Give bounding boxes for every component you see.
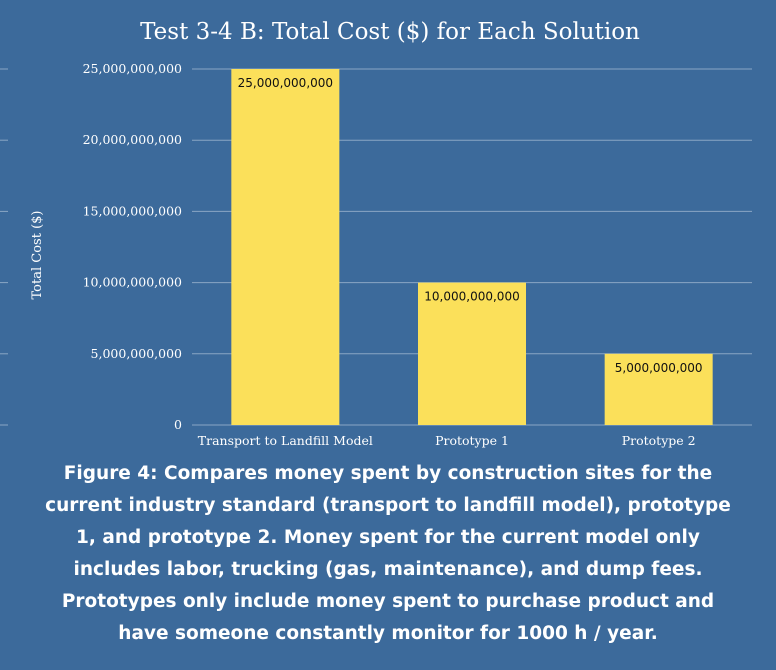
bars bbox=[231, 69, 713, 425]
y-axis-ticks: 0 5,000,000,000 10,000,000,000 15,000,000,0… bbox=[83, 61, 182, 432]
y-axis-label: Total Cost ($) bbox=[30, 211, 45, 300]
data-labels: 25,000,000,000 10,000,000,000 5,000,000,00… bbox=[238, 76, 703, 375]
y-tick-label: 25,000,000,000 bbox=[83, 61, 182, 76]
data-label: 10,000,000,000 bbox=[424, 290, 519, 304]
x-axis-ticks: Transport to Landfill Model Prototype 1 Pr… bbox=[198, 433, 696, 448]
figure-caption: Figure 4: Compares money spent by constr… bbox=[45, 463, 731, 644]
bar bbox=[231, 69, 340, 425]
data-label: 25,000,000,000 bbox=[238, 76, 333, 90]
data-label: 5,000,000,000 bbox=[615, 361, 703, 375]
chart-title: Test 3-4 B: Total Cost ($) for Each Solu… bbox=[140, 19, 640, 45]
x-tick-label: Prototype 2 bbox=[622, 433, 696, 448]
y-tick-label: 0 bbox=[174, 417, 182, 432]
bar bbox=[604, 353, 713, 425]
y-tick-label: 5,000,000,000 bbox=[91, 346, 182, 361]
bar bbox=[418, 282, 526, 425]
y-tick-label: 10,000,000,000 bbox=[83, 275, 182, 290]
y-tick-label: 15,000,000,000 bbox=[83, 203, 182, 218]
x-tick-label: Prototype 1 bbox=[435, 433, 509, 448]
x-tick-label: Transport to Landfill Model bbox=[198, 433, 373, 448]
y-tick-label: 20,000,000,000 bbox=[83, 132, 182, 147]
